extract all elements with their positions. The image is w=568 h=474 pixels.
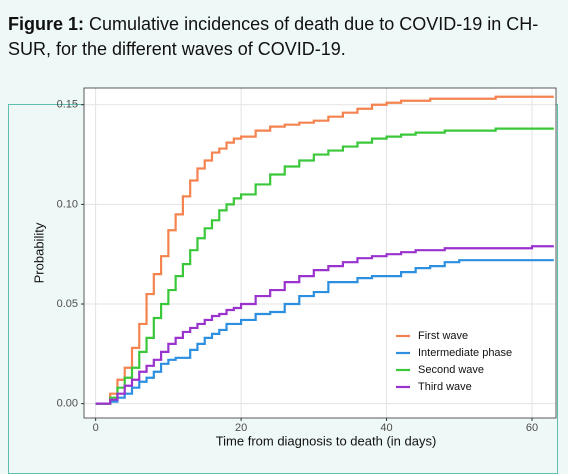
legend-label: Intermediate phase: [418, 347, 512, 359]
y-axis-label: Probability: [31, 222, 46, 283]
y-tick-label: 0.00: [57, 398, 78, 410]
legend-label: Third wave: [418, 381, 472, 393]
x-tick-label: 40: [380, 422, 392, 434]
caption-label: Figure 1:: [8, 14, 85, 34]
y-tick-label: 0.10: [57, 198, 78, 210]
caption: Figure 1: Cumulative incidences of death…: [8, 12, 556, 62]
step-line: [95, 245, 554, 405]
step-line: [95, 259, 554, 405]
step-line: [95, 95, 554, 405]
y-tick-label: 0.05: [57, 298, 78, 310]
x-tick-label: 60: [526, 422, 538, 434]
plot-border: [83, 87, 557, 419]
step-line: [95, 127, 554, 405]
legend-label: First wave: [418, 330, 468, 342]
x-tick-label: 0: [93, 422, 99, 434]
x-axis-label: Time from diagnosis to death (in days): [216, 433, 437, 448]
caption-text: Cumulative incidences of death due to CO…: [8, 14, 539, 59]
legend-label: Second wave: [418, 364, 484, 376]
x-tick-label: 20: [235, 422, 247, 434]
y-tick-label: 0.15: [57, 99, 78, 111]
plot-panel: [84, 88, 556, 418]
